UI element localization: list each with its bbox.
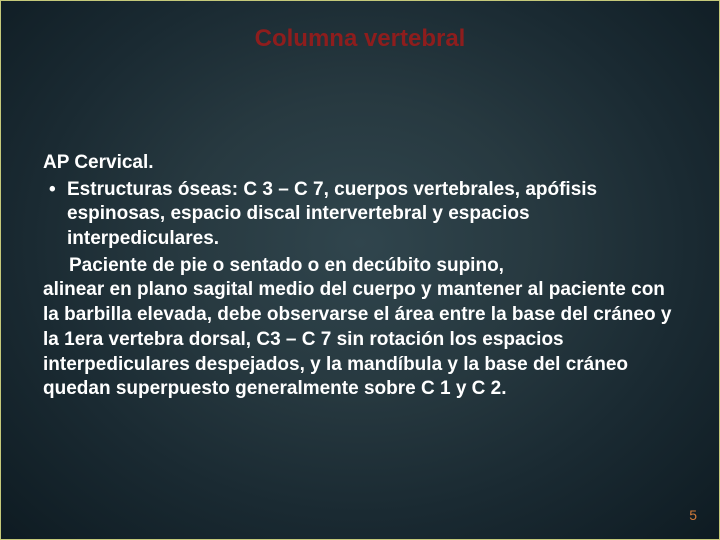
content-block: AP Cervical. • Estructuras óseas: C 3 – … — [43, 151, 677, 402]
page-number: 5 — [689, 507, 697, 523]
paragraph-2-line1: Paciente de pie o sentado o en decúbito … — [43, 254, 677, 279]
section-heading: AP Cervical. — [43, 151, 677, 176]
slide-title: Columna vertebral — [1, 25, 719, 53]
bullet-text: Estructuras óseas: C 3 – C 7, cuerpos ve… — [67, 178, 677, 252]
bullet-item: • Estructuras óseas: C 3 – C 7, cuerpos … — [43, 178, 677, 252]
slide: Columna vertebral AP Cervical. • Estruct… — [0, 0, 720, 540]
bullet-mark: • — [43, 178, 67, 203]
paragraph-2: Paciente de pie o sentado o en decúbito … — [43, 254, 677, 402]
paragraph-2-rest: alinear en plano sagital medio del cuerp… — [43, 278, 677, 401]
